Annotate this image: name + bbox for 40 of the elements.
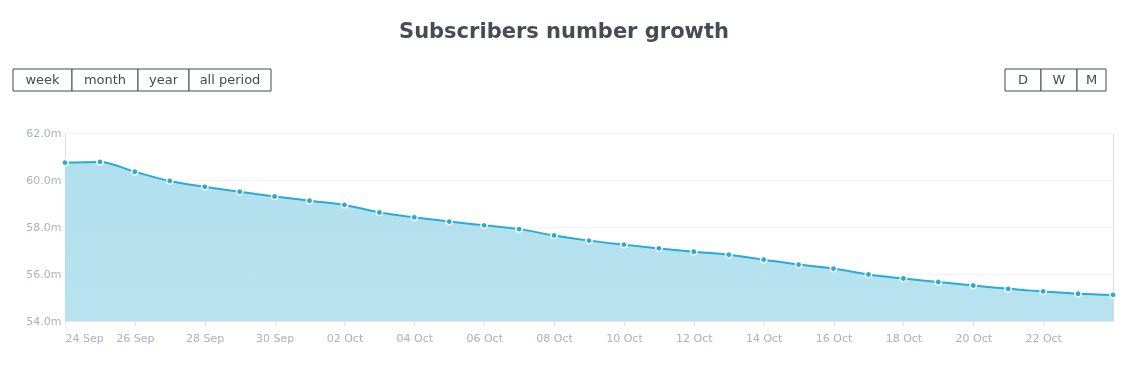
point: [934, 278, 943, 286]
point: [96, 158, 104, 166]
text: M: [1085, 72, 1098, 87]
point: [375, 208, 384, 217]
x-tick-label: 04 Oct: [396, 331, 434, 345]
text: year: [148, 72, 179, 87]
x-tick-label: 18 Oct: [885, 331, 923, 345]
x-tick-label: 14 Oct: [745, 331, 784, 345]
point: [270, 192, 279, 201]
x-tick-label: 24 Sep: [65, 331, 104, 345]
point: [899, 274, 908, 283]
x-tick-label: 28 Sep: [186, 331, 225, 345]
y-tick-label: 54.0m: [26, 314, 62, 328]
x-tick-label: 22 Oct: [1025, 331, 1063, 345]
y-tick-label: 62.0m: [26, 126, 62, 140]
x-tick-label: 08 Oct: [536, 331, 574, 345]
point: [61, 158, 69, 167]
text: all period: [199, 72, 261, 87]
x-tick-label: 26 Sep: [116, 331, 155, 345]
y-tick-label: 56.0m: [26, 267, 62, 281]
x-tick-label: 06 Oct: [466, 331, 504, 345]
x-tick-label: 16 Oct: [815, 331, 853, 345]
text: D: [1017, 72, 1029, 87]
x-tick-label: 30 Sep: [255, 331, 295, 345]
text: week: [25, 72, 61, 87]
point: [969, 281, 978, 290]
y-tick-label: 60.0m: [26, 173, 62, 187]
point: [165, 177, 174, 185]
text: W: [1052, 72, 1066, 87]
point: [1109, 291, 1117, 299]
chart-title: Subscribers number growth: [399, 19, 729, 43]
text: month: [83, 72, 127, 87]
point: [340, 201, 349, 209]
x-tick-label: 20 Oct: [955, 331, 993, 345]
x-tick-label: 02 Oct: [326, 331, 364, 345]
y-tick-label: 58.0m: [26, 220, 62, 234]
point: [864, 270, 873, 279]
x-tick-label: 12 Oct: [676, 331, 714, 345]
x-tick-label: 10 Oct: [606, 331, 644, 345]
point: [515, 225, 524, 234]
